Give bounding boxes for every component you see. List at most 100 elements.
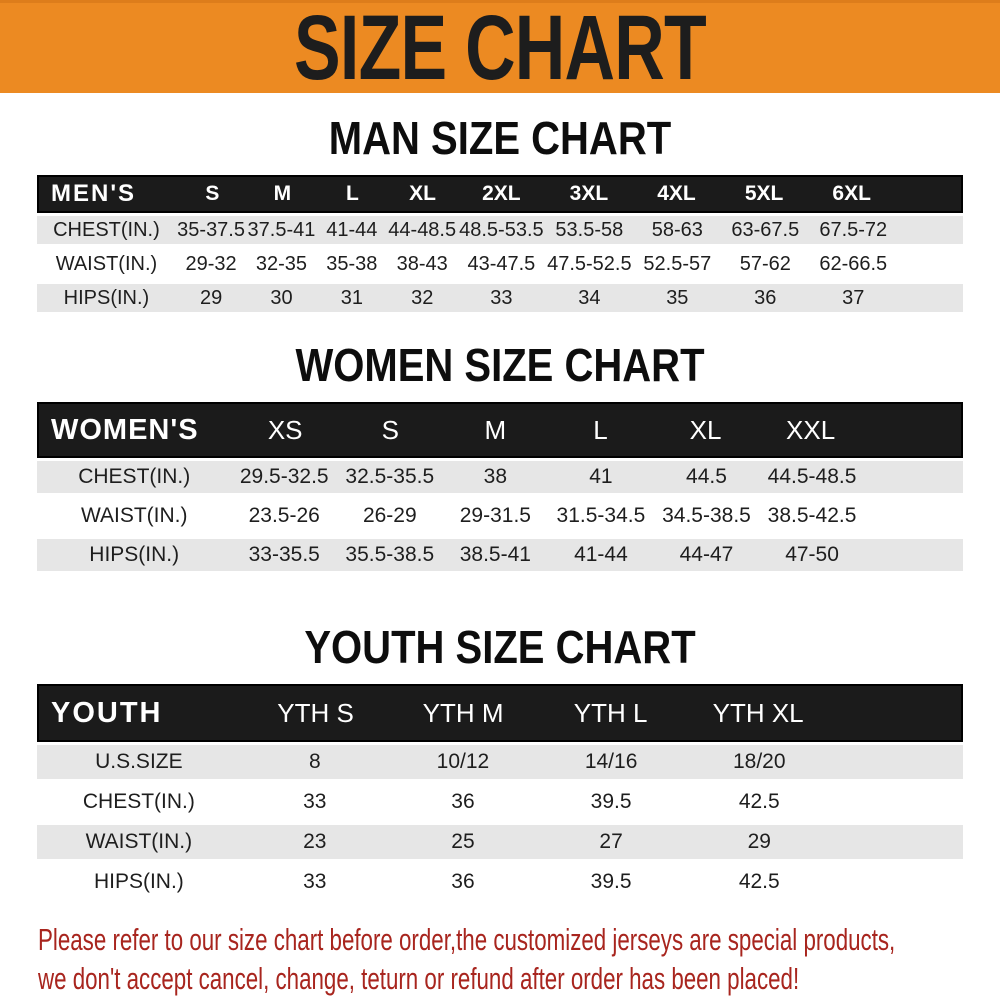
size-value: 43-47.5 [467, 252, 536, 275]
size-value: 34 [578, 286, 601, 309]
men-group-label: MEN'S [51, 180, 137, 207]
size-value: 38.5-41 [459, 543, 531, 566]
size-value: 32.5-35.5 [345, 465, 435, 488]
men-size-table: MEN'S S M L XL 2XL 3XL 4XL 5XL 6XL CHEST(IN.) 35-37… [37, 175, 963, 312]
size-value: 34.5-38.5 [662, 504, 751, 527]
size-value: 25 [451, 830, 475, 853]
size-value: 36 [451, 790, 475, 813]
measurement-row: CHEST(IN.) 35-37.5 37.5-41 41-44 44-48.5 48.5… [37, 216, 963, 244]
youth-section-heading: YOUTH SIZE CHART [304, 621, 696, 673]
size-value: 42.5 [738, 870, 780, 893]
men-size-section: MAN SIZE CHART MEN'S S M L XL 2XL 3XL 4XL 5XL 6XL C… [0, 112, 1000, 312]
size-column-header: 3XL [569, 182, 609, 205]
women-section-heading: WOMEN SIZE CHART [295, 339, 705, 391]
size-value: 18/20 [732, 750, 786, 773]
measurement-row: CHEST(IN.) 29.5-32.5 32.5-35.5 38 41 44.5 44.5… [37, 461, 963, 493]
size-column-header: M [273, 182, 292, 205]
size-column-header: YTH XL [712, 697, 804, 728]
measurement-row-label: HIPS(IN.) [63, 286, 150, 309]
women-size-section: WOMEN SIZE CHART WOMEN'S XS S M L XL XXL CHEST(I… [0, 339, 1000, 571]
size-column-header: XS [267, 414, 303, 445]
size-value: 41-44 [326, 218, 378, 241]
size-value: 27 [599, 830, 623, 853]
size-value: 63-67.5 [731, 218, 800, 241]
size-value: 47.5-52.5 [547, 252, 632, 275]
size-value: 29-32 [185, 252, 237, 275]
size-column-header: S [381, 414, 399, 445]
measurement-row-label: WAIST(IN.) [55, 252, 158, 275]
size-column-header: L [346, 182, 359, 205]
measurement-row: U.S.SIZE 8 10/12 14/16 18/20 [37, 745, 963, 779]
size-value: 44.5-48.5 [767, 465, 857, 488]
size-value: 33 [490, 286, 513, 309]
youth-size-section: YOUTH SIZE CHART YOUTH YTH S YTH M YTH L YTH … [0, 621, 1000, 899]
size-column-header: 2XL [482, 182, 521, 205]
size-value: 53.5-58 [555, 218, 624, 241]
size-value: 38-43 [396, 252, 448, 275]
policy-line-1: Please refer to our size chart before or… [38, 922, 896, 957]
measurement-row-label: CHEST(IN.) [53, 218, 160, 241]
size-sections: MAN SIZE CHART MEN'S S M L XL 2XL 3XL 4XL 5XL 6XL C… [0, 112, 1000, 899]
measurement-row-label: CHEST(IN.) [82, 790, 195, 813]
size-value: 36 [754, 286, 777, 309]
size-column-header: XXL [786, 414, 836, 445]
size-value: 39.5 [590, 790, 632, 813]
youth-table-header-bar: YOUTH YTH S YTH M YTH L YTH XL [37, 684, 963, 742]
size-value: 35-37.5 [177, 218, 245, 241]
size-value: 38.5-42.5 [767, 504, 857, 527]
size-value: 29.5-32.5 [239, 465, 329, 488]
measurement-row: HIPS(IN.) 33 36 39.5 42.5 [37, 865, 963, 899]
measurement-row-label: U.S.SIZE [95, 750, 183, 773]
women-size-table: WOMEN'S XS S M L XL XXL CHEST(IN.) 29.5-32.5 32.5… [37, 402, 963, 571]
measurement-row: WAIST(IN.) 23.5-26 26-29 29-31.5 31.5-34.5 34… [37, 500, 963, 532]
size-value: 26-29 [362, 504, 417, 527]
size-value: 37 [842, 286, 865, 309]
order-policy-note: Please refer to our size chart before or… [0, 920, 1000, 998]
size-value: 32 [411, 286, 434, 309]
size-value: 35 [666, 286, 689, 309]
size-column-header: YTH M [422, 697, 504, 728]
size-value: 33 [303, 790, 327, 813]
men-section-heading: MAN SIZE CHART [328, 112, 672, 164]
size-value: 58-63 [651, 218, 703, 241]
size-value: 39.5 [590, 870, 632, 893]
size-column-header: XL [409, 182, 436, 205]
size-value: 36 [451, 870, 475, 893]
size-value: 41-44 [574, 543, 628, 566]
measurement-row: WAIST(IN.) 29-32 32-35 35-38 38-43 43-47.5 47.… [37, 250, 963, 278]
size-value: 30 [270, 286, 293, 309]
size-column-header: M [484, 414, 507, 445]
size-value: 23.5-26 [248, 504, 320, 527]
size-value: 32-35 [255, 252, 308, 275]
size-value: 57-62 [739, 252, 791, 275]
women-group-label: WOMEN'S [51, 413, 199, 446]
size-value: 67.5-72 [819, 218, 888, 241]
size-value: 42.5 [738, 790, 780, 813]
measurement-row-label: CHEST(IN.) [78, 465, 191, 488]
size-value: 29-31.5 [459, 504, 531, 527]
size-value: 31.5-34.5 [556, 504, 646, 527]
measurement-row-label: HIPS(IN.) [93, 870, 184, 893]
men-table-header-bar: MEN'S S M L XL 2XL 3XL 4XL 5XL 6XL [37, 175, 963, 213]
size-value: 29 [747, 830, 771, 853]
size-value: 37.5-41 [247, 218, 316, 241]
size-value: 33-35.5 [248, 543, 320, 566]
policy-line-2: we don't accept cancel, change, teturn o… [38, 961, 800, 996]
size-value: 38 [483, 465, 508, 488]
size-value: 47-50 [785, 543, 839, 566]
size-value: 62-66.5 [819, 252, 888, 275]
size-value: 29 [199, 286, 223, 309]
size-value: 23 [303, 830, 327, 853]
size-value: 44.5 [686, 465, 727, 488]
measurement-row: HIPS(IN.) 33-35.5 35.5-38.5 38.5-41 41-44 44-… [37, 539, 963, 571]
size-column-header: YTH L [573, 697, 648, 728]
measurement-row-label: HIPS(IN.) [89, 543, 180, 566]
women-table-header-bar: WOMEN'S XS S M L XL XXL [37, 402, 963, 458]
size-value: 44-47 [679, 543, 734, 566]
size-column-header: S [205, 182, 220, 205]
size-value: 52.5-57 [643, 252, 712, 275]
size-value: 10/12 [436, 750, 490, 773]
measurement-row: HIPS(IN.) 29 30 31 32 33 34 35 36 37 [37, 284, 963, 312]
measurement-row-label: WAIST(IN.) [85, 830, 193, 853]
size-chart-banner: SIZE CHART [0, 0, 1000, 94]
